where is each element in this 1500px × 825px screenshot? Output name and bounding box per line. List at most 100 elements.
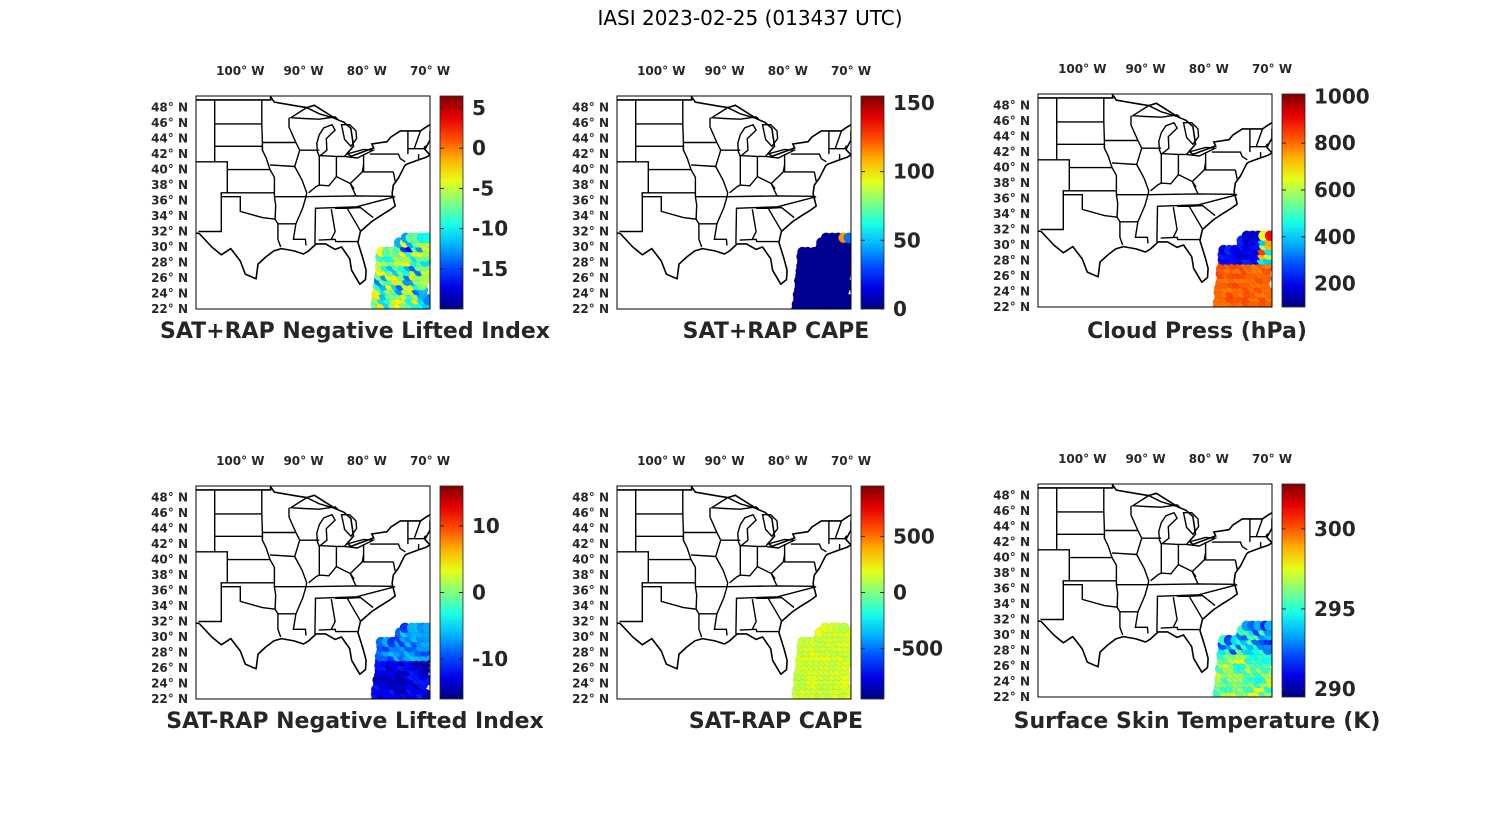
- state-border: [413, 130, 422, 149]
- state-border: [1234, 169, 1238, 180]
- map-title: SAT+RAP Negative Lifted Index: [160, 319, 550, 344]
- lon-tick-label: 100° W: [216, 454, 264, 468]
- great-lake: [288, 106, 339, 120]
- state-border: [308, 175, 355, 194]
- colorbar-scale: [439, 95, 464, 310]
- map-panel-surface-skin-temperature: 100° W 90° W 80° W 70° W 48° N 46° N 44° N 42° …: [993, 443, 1437, 743]
- lat-tick-label: 36° N: [572, 584, 609, 598]
- state-border: [330, 598, 336, 630]
- map-area: [196, 486, 430, 699]
- lat-tick-label: 24° N: [572, 287, 609, 301]
- lat-tick-label: 38° N: [151, 568, 188, 582]
- colorbar-tick-label: 50: [893, 228, 921, 252]
- coastline: [196, 520, 430, 675]
- swath-observations: [1212, 230, 1272, 307]
- colorbar-tick-label: 150: [893, 91, 935, 115]
- state-border: [1160, 626, 1200, 631]
- lat-tick-label: 46° N: [151, 506, 188, 520]
- state-border: [739, 628, 779, 633]
- state-border: [1134, 530, 1150, 634]
- state-border: [318, 628, 358, 633]
- state-border: [1150, 563, 1197, 582]
- map-panel-sat-rap-lifted-index: 100° W 90° W 80° W 70° W 48° N 46° N 44° N 42° …: [151, 55, 595, 355]
- lat-tick-label: 46° N: [151, 116, 188, 130]
- lon-tick-label: 100° W: [637, 64, 685, 78]
- map-area: [617, 486, 851, 699]
- state-border: [1156, 194, 1238, 207]
- state-border: [314, 586, 396, 599]
- state-border: [682, 489, 698, 610]
- state-border: [682, 99, 698, 220]
- swath-observation: [1264, 620, 1272, 632]
- state-border: [709, 507, 718, 533]
- map-panel-sat-rap-cape: 100° W 90° W 80° W 70° W 48° N 46° N 44° N 42° …: [572, 55, 1016, 355]
- lat-tick-label: 44° N: [993, 130, 1030, 144]
- swath-observations: [1212, 620, 1272, 697]
- lon-tick-label: 90° W: [283, 454, 323, 468]
- lat-tick-label: 38° N: [993, 566, 1030, 580]
- state-border: [735, 207, 738, 244]
- state-border: [735, 586, 817, 599]
- lat-tick-label: 28° N: [151, 256, 188, 270]
- colorbar-tick-label: 5: [472, 96, 486, 120]
- lat-tick-label: 46° N: [993, 504, 1030, 518]
- state-border: [1255, 128, 1264, 147]
- state-border: [1191, 552, 1207, 585]
- lat-tick-label: 46° N: [572, 116, 609, 130]
- state-border: [740, 544, 766, 548]
- map-panel-sat-minus-rap-lifted-index: 100° W 90° W 80° W 70° W 48° N 46° N 44° N 42° …: [151, 445, 595, 745]
- lat-tick-label: 26° N: [993, 659, 1030, 673]
- great-lake: [764, 538, 797, 549]
- state-border: [735, 196, 817, 209]
- map-frame: [616, 485, 852, 700]
- map-frame: [1037, 93, 1273, 308]
- lat-tick-label: 42° N: [151, 147, 188, 161]
- colorbar-tick-label: 800: [1314, 131, 1356, 155]
- state-border: [1255, 518, 1264, 537]
- state-border: [690, 554, 716, 558]
- state-border: [1111, 162, 1137, 166]
- map-area: [196, 96, 430, 309]
- state-border: [635, 535, 685, 541]
- great-lake: [1185, 146, 1218, 157]
- state-border: [335, 596, 374, 609]
- state-border: [292, 142, 308, 246]
- lat-tick-label: 24° N: [572, 677, 609, 691]
- lon-tick-label: 80° W: [768, 454, 808, 468]
- state-border: [314, 196, 396, 209]
- lat-tick-label: 36° N: [993, 582, 1030, 596]
- state-border: [813, 561, 817, 572]
- lon-tick-label: 100° W: [216, 64, 264, 78]
- state-border: [288, 117, 297, 143]
- state-border: [1156, 205, 1159, 242]
- colorbar: 500 0 -500: [860, 485, 943, 700]
- coastline: [1038, 518, 1272, 673]
- lat-tick-label: 34° N: [151, 209, 188, 223]
- state-border: [319, 154, 345, 158]
- state-border: [1111, 552, 1137, 556]
- lon-tick-label: 70° W: [410, 64, 450, 78]
- great-lake: [343, 538, 376, 549]
- map-title: Surface Skin Temperature (K): [1013, 709, 1381, 734]
- great-lake: [761, 124, 779, 148]
- lat-tick-label: 40° N: [572, 553, 609, 567]
- lon-tick-label: 70° W: [831, 64, 871, 78]
- map-frame: [616, 95, 852, 310]
- lat-tick-label: 30° N: [993, 238, 1030, 252]
- canada-border: [196, 96, 430, 158]
- map-panel-sat-minus-rap-cape: 100° W 90° W 80° W 70° W 48° N 46° N 44° N 42° …: [572, 445, 1016, 745]
- swath-observation: [1264, 230, 1272, 242]
- lat-tick-label: 48° N: [151, 101, 188, 115]
- colorbar-scale: [1281, 93, 1306, 308]
- state-border: [635, 145, 685, 151]
- lat-tick-label: 44° N: [572, 522, 609, 536]
- colorbar-scale: [1281, 483, 1306, 698]
- great-lake: [340, 124, 358, 148]
- lat-tick-label: 24° N: [993, 675, 1030, 689]
- state-border: [196, 551, 282, 638]
- lat-tick-label: 40° N: [151, 553, 188, 567]
- map-area: [1038, 94, 1272, 307]
- lat-tick-label: 48° N: [993, 99, 1030, 113]
- state-border: [1161, 542, 1187, 546]
- lat-tick-label: 26° N: [151, 271, 188, 285]
